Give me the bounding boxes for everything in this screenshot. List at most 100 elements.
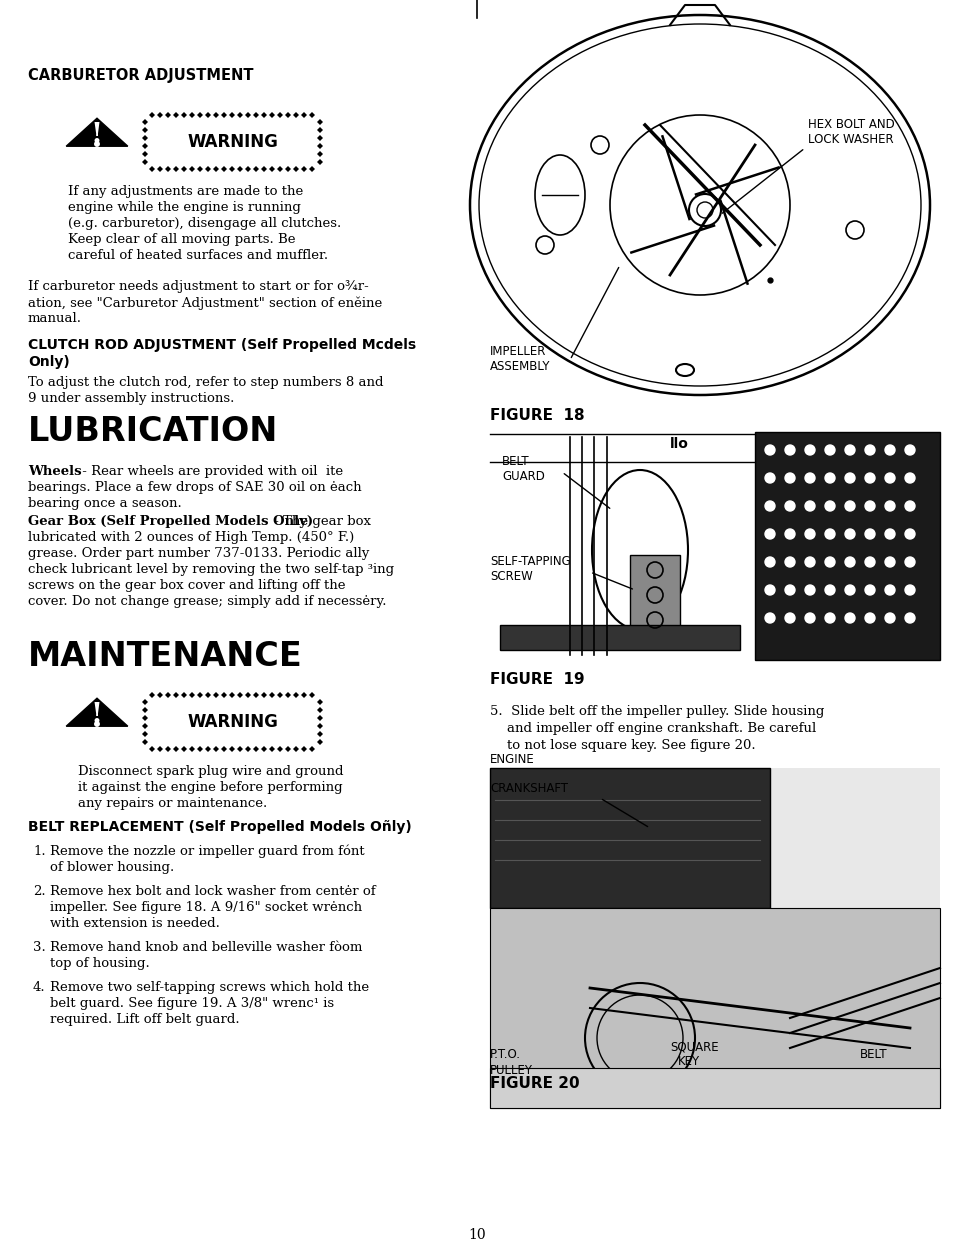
Polygon shape bbox=[253, 746, 258, 753]
Polygon shape bbox=[276, 112, 283, 118]
Polygon shape bbox=[189, 112, 194, 118]
Polygon shape bbox=[316, 723, 323, 729]
FancyBboxPatch shape bbox=[754, 432, 939, 660]
Polygon shape bbox=[157, 692, 163, 698]
Circle shape bbox=[844, 613, 854, 623]
Polygon shape bbox=[66, 118, 128, 146]
Circle shape bbox=[884, 530, 894, 540]
Polygon shape bbox=[309, 166, 314, 172]
Text: GUARD: GUARD bbox=[501, 470, 544, 483]
Text: screws on the gear box cover and lifting off the: screws on the gear box cover and lifting… bbox=[28, 579, 345, 592]
Polygon shape bbox=[245, 112, 251, 118]
Polygon shape bbox=[172, 112, 179, 118]
FancyBboxPatch shape bbox=[629, 554, 679, 635]
Polygon shape bbox=[181, 746, 187, 753]
Circle shape bbox=[864, 473, 874, 483]
Polygon shape bbox=[205, 746, 211, 753]
Polygon shape bbox=[229, 692, 234, 698]
Polygon shape bbox=[172, 692, 179, 698]
Polygon shape bbox=[261, 166, 267, 172]
Circle shape bbox=[94, 142, 99, 146]
Text: Disconnect spark plug wire and ground: Disconnect spark plug wire and ground bbox=[78, 765, 343, 778]
Text: KEY: KEY bbox=[678, 1055, 700, 1068]
Polygon shape bbox=[181, 692, 187, 698]
Circle shape bbox=[804, 473, 814, 483]
Circle shape bbox=[764, 501, 774, 511]
Text: bearing once a season.: bearing once a season. bbox=[28, 497, 182, 510]
Text: PULLEY: PULLEY bbox=[490, 1064, 533, 1077]
Text: manual.: manual. bbox=[28, 312, 82, 325]
Polygon shape bbox=[213, 166, 219, 172]
Text: - Rear wheels are provided with oil  ite: - Rear wheels are provided with oil ite bbox=[78, 465, 343, 478]
Polygon shape bbox=[213, 746, 219, 753]
Polygon shape bbox=[165, 692, 171, 698]
Polygon shape bbox=[276, 692, 283, 698]
Polygon shape bbox=[142, 723, 148, 729]
Circle shape bbox=[864, 613, 874, 623]
Polygon shape bbox=[142, 151, 148, 157]
Text: ation, see "Carburetor Adjustment" section of eněine: ation, see "Carburetor Adjustment" secti… bbox=[28, 297, 382, 309]
Polygon shape bbox=[142, 715, 148, 721]
Polygon shape bbox=[142, 120, 148, 125]
Circle shape bbox=[764, 473, 774, 483]
Text: top of housing.: top of housing. bbox=[50, 957, 150, 969]
Text: cover. Do not change grease; simply add if necessėry.: cover. Do not change grease; simply add … bbox=[28, 596, 386, 608]
Text: BELT: BELT bbox=[501, 455, 529, 468]
Polygon shape bbox=[309, 746, 314, 753]
Text: engine while the engine is running: engine while the engine is running bbox=[68, 201, 300, 214]
Circle shape bbox=[904, 613, 914, 623]
Polygon shape bbox=[189, 166, 194, 172]
Circle shape bbox=[784, 473, 794, 483]
Polygon shape bbox=[142, 739, 148, 745]
Text: MAINTENANCE: MAINTENANCE bbox=[28, 640, 302, 673]
Polygon shape bbox=[253, 166, 258, 172]
Polygon shape bbox=[181, 166, 187, 172]
Circle shape bbox=[94, 721, 99, 726]
Polygon shape bbox=[157, 746, 163, 753]
Text: BELT: BELT bbox=[859, 1048, 886, 1062]
Polygon shape bbox=[181, 112, 187, 118]
Polygon shape bbox=[285, 166, 291, 172]
Polygon shape bbox=[245, 692, 251, 698]
Text: To adjust the clutch rod, refer to step numbers 8 and: To adjust the clutch rod, refer to step … bbox=[28, 376, 383, 389]
Text: SQUARE: SQUARE bbox=[669, 1040, 718, 1053]
Text: If carburetor needs adjustment to start or for o¾r-: If carburetor needs adjustment to start … bbox=[28, 280, 369, 293]
Polygon shape bbox=[309, 692, 314, 698]
Circle shape bbox=[904, 586, 914, 596]
Text: Remove the nozzle or impeller guard from fónt: Remove the nozzle or impeller guard from… bbox=[50, 845, 364, 858]
Polygon shape bbox=[149, 166, 154, 172]
Circle shape bbox=[864, 501, 874, 511]
Polygon shape bbox=[205, 112, 211, 118]
Polygon shape bbox=[269, 166, 274, 172]
Polygon shape bbox=[236, 166, 243, 172]
Polygon shape bbox=[165, 112, 171, 118]
Polygon shape bbox=[316, 739, 323, 745]
Polygon shape bbox=[285, 112, 291, 118]
Circle shape bbox=[844, 473, 854, 483]
Polygon shape bbox=[229, 112, 234, 118]
Text: 3.: 3. bbox=[33, 941, 46, 954]
Polygon shape bbox=[309, 112, 314, 118]
Text: !: ! bbox=[91, 122, 103, 150]
Polygon shape bbox=[142, 699, 148, 705]
Polygon shape bbox=[142, 706, 148, 713]
Circle shape bbox=[764, 613, 774, 623]
Text: 10: 10 bbox=[468, 1229, 485, 1242]
Polygon shape bbox=[293, 746, 298, 753]
Polygon shape bbox=[213, 692, 219, 698]
Text: LOCK WASHER: LOCK WASHER bbox=[807, 133, 893, 146]
Polygon shape bbox=[293, 166, 298, 172]
Circle shape bbox=[864, 557, 874, 567]
Circle shape bbox=[784, 445, 794, 455]
Circle shape bbox=[824, 613, 834, 623]
Polygon shape bbox=[293, 692, 298, 698]
Polygon shape bbox=[316, 135, 323, 141]
Circle shape bbox=[884, 613, 894, 623]
Polygon shape bbox=[261, 746, 267, 753]
Text: FIGURE 20: FIGURE 20 bbox=[490, 1077, 579, 1091]
Polygon shape bbox=[229, 166, 234, 172]
Text: ENGINE: ENGINE bbox=[490, 753, 535, 766]
Polygon shape bbox=[221, 166, 227, 172]
Circle shape bbox=[864, 530, 874, 540]
Polygon shape bbox=[165, 166, 171, 172]
